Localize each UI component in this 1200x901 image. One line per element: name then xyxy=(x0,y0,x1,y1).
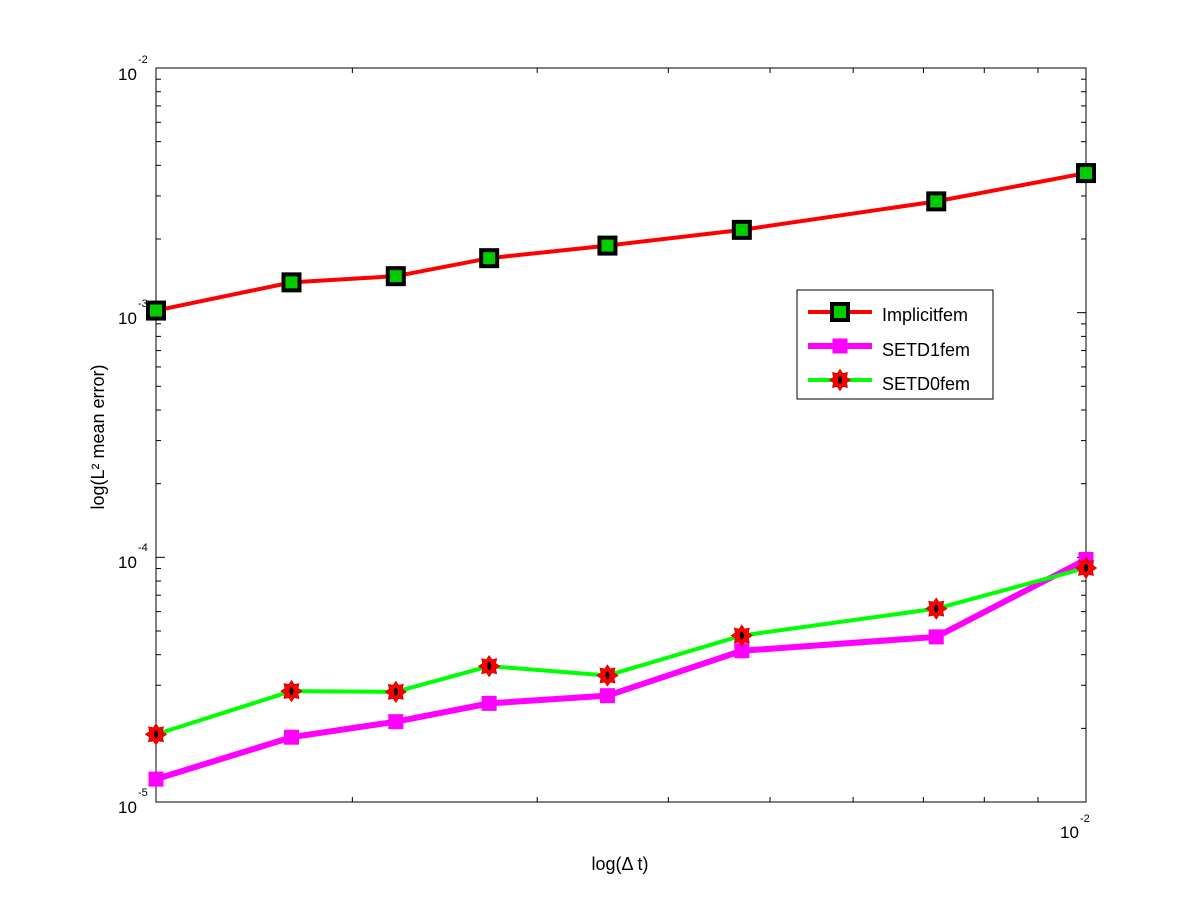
svg-text:-4: -4 xyxy=(138,542,148,554)
legend-swatch-implicitfem xyxy=(808,302,872,322)
x-axis-label: log(Δ t) xyxy=(591,854,648,874)
data-point-setd1fem xyxy=(148,771,164,787)
data-point-implicitfem xyxy=(731,219,752,240)
data-point-setd1fem xyxy=(283,729,299,745)
y-axis-label: log(L² mean error) xyxy=(88,364,108,509)
svg-text:10: 10 xyxy=(118,65,137,84)
legend-swatches xyxy=(808,302,872,392)
svg-text:10: 10 xyxy=(118,798,137,817)
series-line-setd1fem xyxy=(155,556,1088,783)
legend-marker-setd0fem xyxy=(828,368,852,392)
y-tick-label-1e-4: 10 -4 xyxy=(118,542,148,572)
svg-text:10: 10 xyxy=(118,309,137,328)
legend-label-implicitfem: Implicitfem xyxy=(882,305,968,325)
plot-area xyxy=(155,67,1087,803)
data-point-setd0fem xyxy=(477,654,501,678)
y-tick-label-1e-5: 10 -5 xyxy=(118,787,148,817)
legend-label-setd0fem: SETD0fem xyxy=(882,374,970,394)
legend-label-setd1fem: SETD1fem xyxy=(882,340,970,360)
svg-text:-5: -5 xyxy=(138,787,148,799)
data-point-setd1fem xyxy=(599,688,615,704)
legend-swatch-setd1fem xyxy=(808,338,872,354)
svg-text:10: 10 xyxy=(1060,823,1079,842)
data-point-setd1fem xyxy=(388,714,404,730)
svg-text:10: 10 xyxy=(118,553,137,572)
data-point-setd0fem xyxy=(730,624,754,647)
data-point-setd0fem xyxy=(925,597,948,620)
series-line-setd0fem xyxy=(155,566,1087,737)
data-point-setd0fem xyxy=(280,679,303,703)
y-tick-label-1e-2: 10 -2 xyxy=(118,54,148,84)
svg-text:-2: -2 xyxy=(1080,813,1090,825)
data-point-setd0fem xyxy=(384,680,408,704)
data-point-setd0fem xyxy=(144,723,168,746)
data-point-implicitfem xyxy=(597,235,618,256)
data-point-setd1fem xyxy=(481,695,497,711)
legend: Implicitfem SETD1fem SETD0fem xyxy=(796,289,994,400)
y-tick-label-1e-3: 10 -3 xyxy=(118,298,148,328)
data-point-implicitfem xyxy=(1076,163,1096,184)
svg-text:-3: -3 xyxy=(138,298,148,310)
legend-marker-setd1fem xyxy=(832,338,848,354)
data-point-implicitfem xyxy=(146,300,166,321)
svg-text:-2: -2 xyxy=(138,54,148,66)
data-point-implicitfem xyxy=(281,272,302,293)
data-point-setd0fem xyxy=(1074,556,1098,580)
legend-marker-implicitfem xyxy=(830,302,850,322)
series-implicitfem xyxy=(146,163,1096,321)
data-point-implicitfem xyxy=(926,191,947,212)
data-point-implicitfem xyxy=(385,266,406,287)
series-layer xyxy=(144,163,1098,787)
data-point-implicitfem xyxy=(479,248,500,269)
series-line-implicitfem xyxy=(155,171,1087,313)
data-point-setd1fem xyxy=(928,629,944,645)
x-tick-label-1e-2: 10 -2 xyxy=(1060,813,1090,842)
legend-swatch-setd0fem xyxy=(808,368,872,392)
series-setd0fem xyxy=(144,556,1098,746)
data-point-setd0fem xyxy=(596,664,619,687)
axis-ticks xyxy=(156,68,1087,803)
